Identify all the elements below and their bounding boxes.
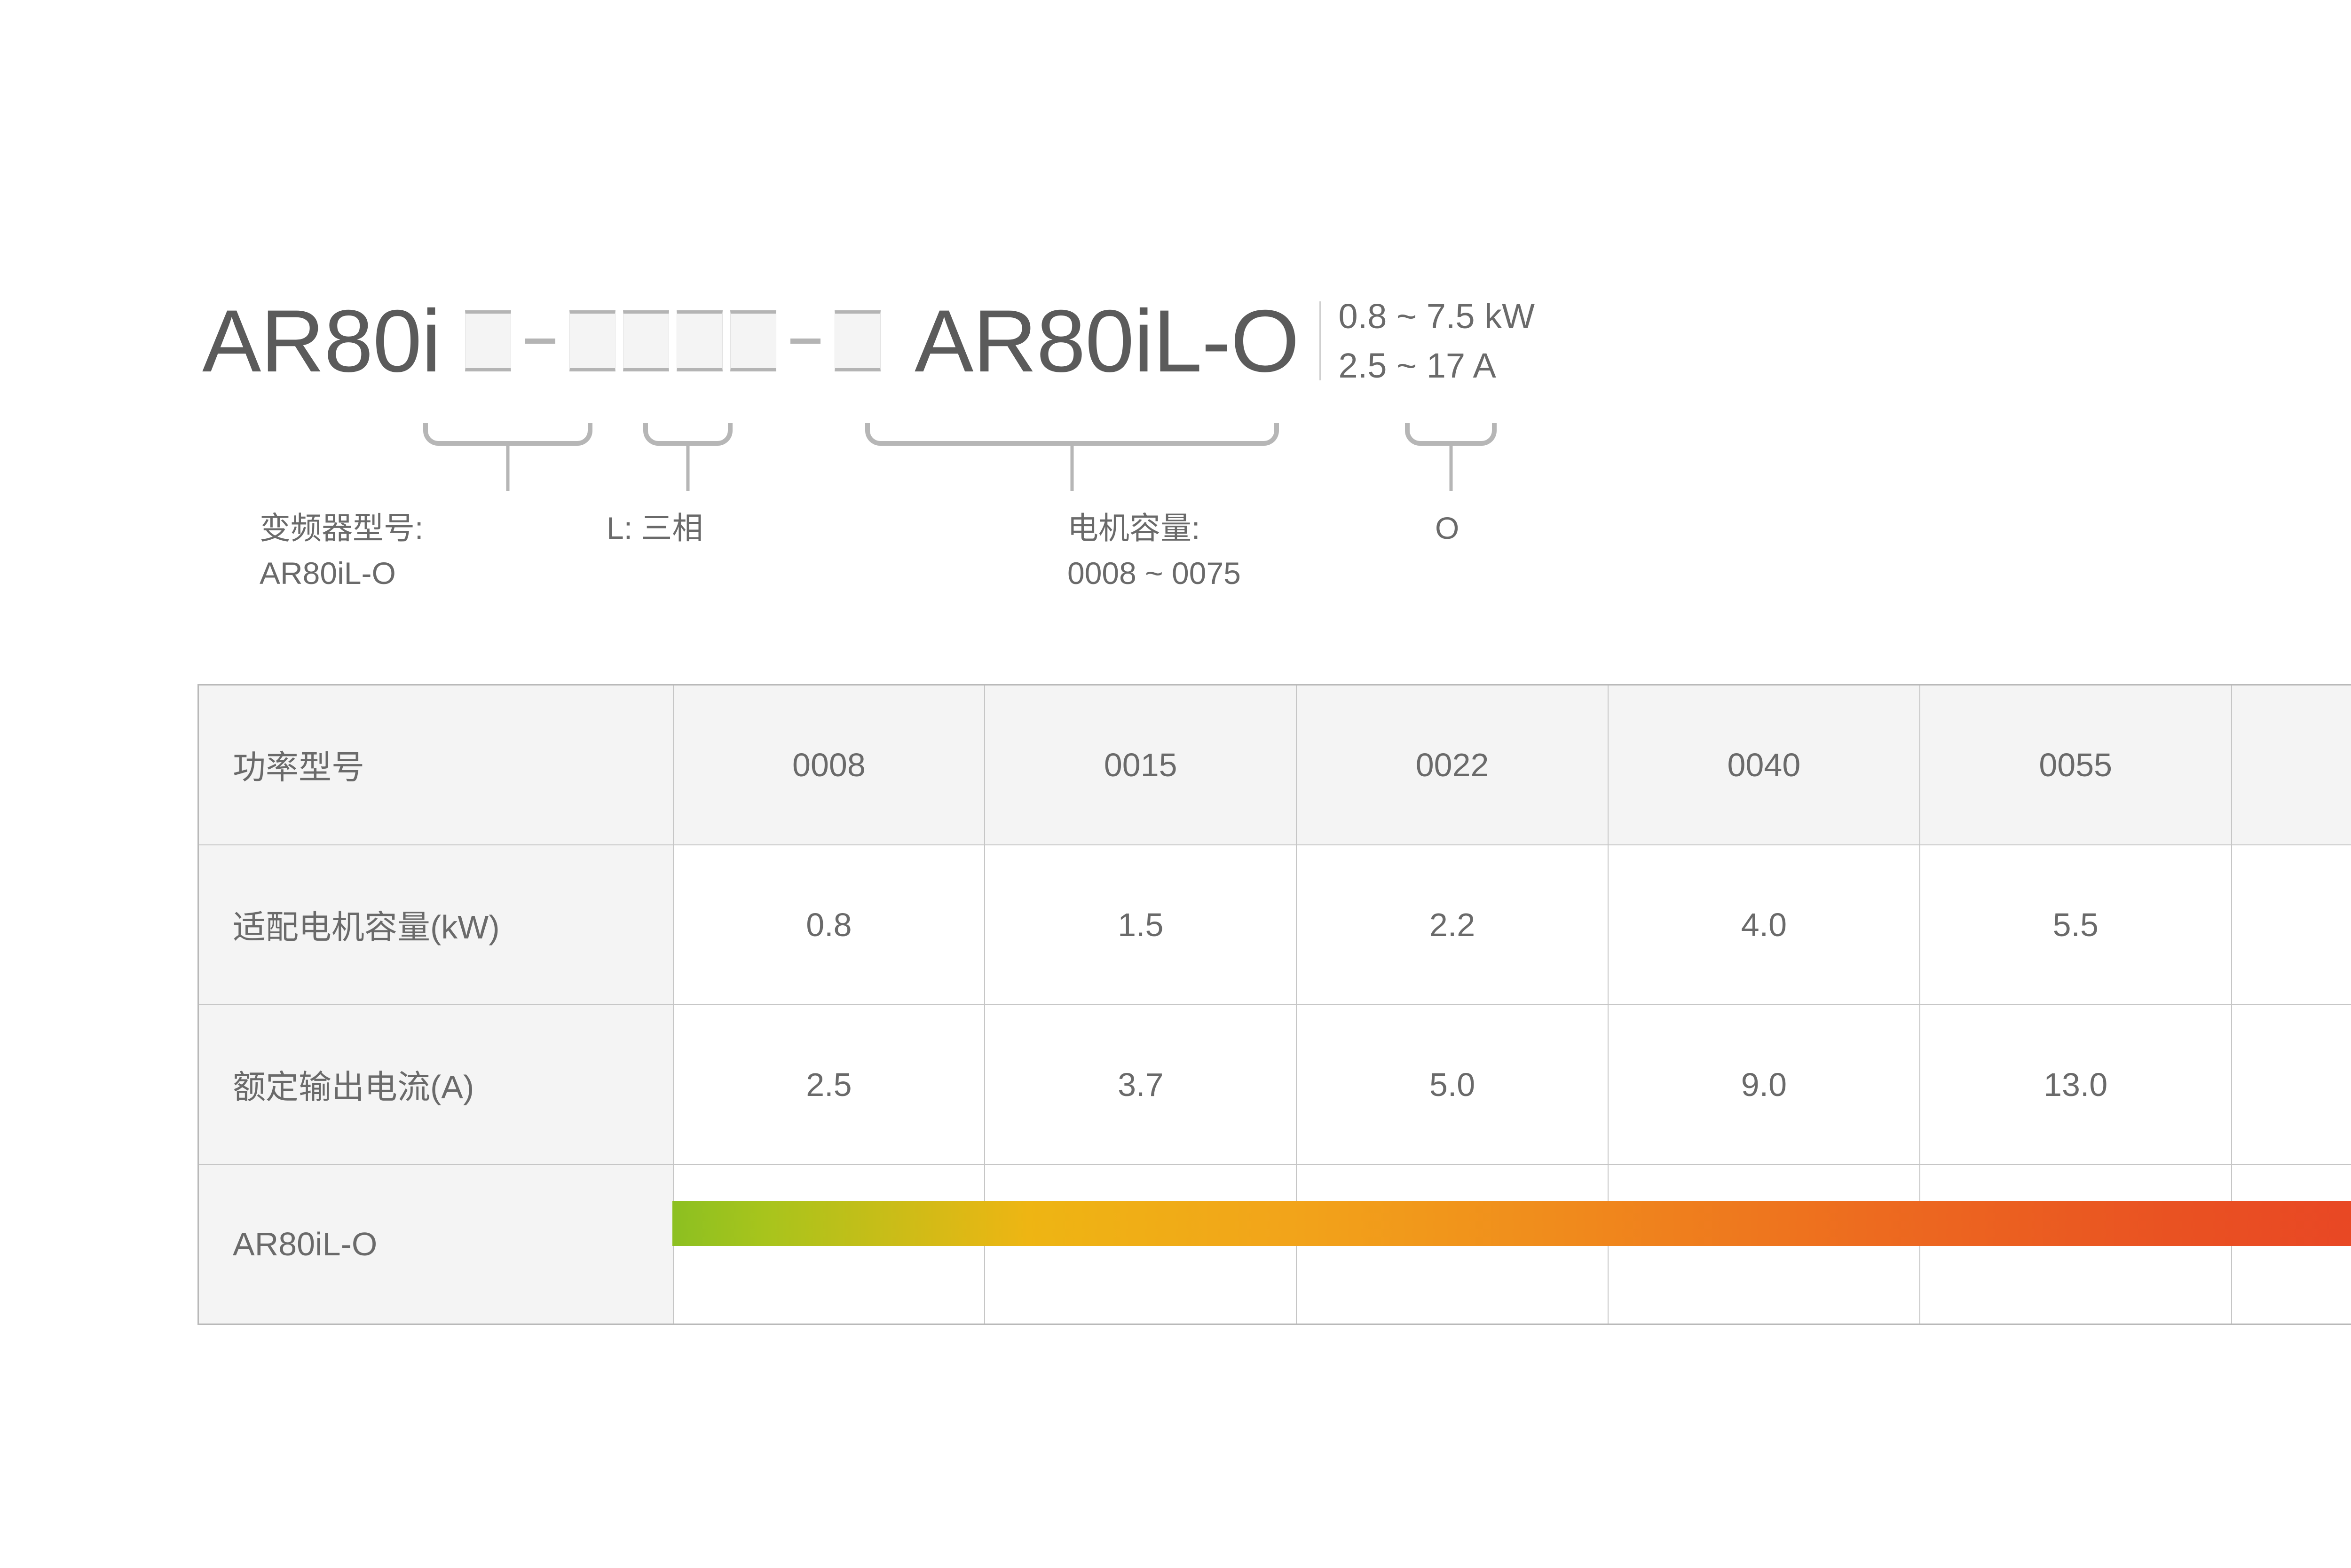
code-separator-dash-1: [525, 338, 556, 344]
code-box-3: [623, 310, 670, 371]
code-box-1: [465, 310, 512, 371]
spec-range-block: 0.8 ~ 7.5 kW 2.5 ~ 17 A: [1338, 292, 1534, 390]
power-range-text: 0.8 ~ 7.5 kW: [1338, 296, 1535, 336]
table-cell: 7.5: [2231, 844, 2351, 1005]
code-separator-dash-2: [790, 338, 821, 344]
header-model-cell: 0040: [1607, 684, 1920, 845]
annotation-suffix-o: O: [1435, 505, 1459, 551]
header-model-cell: 0015: [984, 684, 1297, 845]
table-cell: 1.5: [984, 844, 1297, 1005]
row-label-rated-current: 额定输出电流(A): [197, 1004, 674, 1165]
table-cell: 0.8: [672, 844, 986, 1005]
code-box-4: [677, 310, 723, 371]
bracket-phase: [643, 423, 733, 491]
bracket-stem: [1449, 445, 1452, 491]
bracket-stem: [506, 445, 510, 491]
table-cell: 2.5: [672, 1004, 986, 1165]
table-header-row: 功率型号 0008 0015 0022 0040 0055 0075: [197, 684, 2351, 845]
model-code-diagram: AR80i AR80iL-O 0.8 ~ 7.5 kW 2.5 ~ 17 A: [202, 263, 2351, 418]
code-box-5: [730, 310, 777, 371]
row-label-series-name: AR80iL-O: [197, 1164, 674, 1325]
header-label-cell: 功率型号: [197, 684, 674, 845]
annotation-suffix-o-line1: O: [1435, 511, 1460, 545]
bracket-curve-icon: [865, 423, 1279, 446]
header-model-cell: 0055: [1919, 684, 2232, 845]
annotation-model-type-line1: 变频器型号:: [260, 511, 424, 545]
header-model-cell: 0022: [1296, 684, 1609, 845]
code-box-6: [835, 310, 881, 371]
spec-divider-line: [1319, 301, 1322, 380]
table-cell: 13.0: [1919, 1004, 2232, 1165]
bracket-suffix-o: [1405, 423, 1497, 491]
header-model-cell: 0075: [2231, 684, 2351, 845]
bracket-stem: [1070, 445, 1074, 491]
table-cell: 5.0: [1296, 1004, 1609, 1165]
table-cell: 5.5: [1919, 844, 2232, 1005]
bracket-curve-icon: [423, 423, 592, 446]
bracket-stem: [686, 445, 690, 491]
table-row: 适配电机容量(kW) 0.8 1.5 2.2 4.0 5.5 7.5: [197, 844, 2351, 1005]
table-row: 额定输出电流(A) 2.5 3.7 5.0 9.0 13.0 17.0: [197, 1004, 2351, 1165]
specification-table: 功率型号 0008 0015 0022 0040 0055 0075 适配电机容…: [197, 684, 2351, 1325]
bracket-curve-icon: [643, 423, 733, 446]
bracket-motor-capacity: [865, 423, 1279, 491]
annotation-phase-line1: L: 三相: [607, 511, 703, 545]
annotation-motor-capacity-line2: 0008 ~ 0075: [1067, 556, 1241, 591]
model-code-boxes: [465, 310, 881, 371]
table-cell: 2.2: [1296, 844, 1609, 1005]
row-label-motor-capacity: 适配电机容量(kW): [197, 844, 674, 1005]
table-cell: 9.0: [1607, 1004, 1920, 1165]
table-cell: 17.0: [2231, 1004, 2351, 1165]
table-cell: 4.0: [1607, 844, 1920, 1005]
header-model-cell: 0008: [672, 684, 986, 845]
model-prefix-text: AR80i: [202, 292, 441, 390]
model-full-name: AR80iL-O: [915, 292, 1299, 390]
current-range-text: 2.5 ~ 17 A: [1338, 346, 1496, 385]
annotation-phase: L: 三相: [607, 505, 703, 551]
series-range-gradient-bar: [672, 1201, 2351, 1246]
annotation-model-type-line2: AR80iL-O: [260, 556, 396, 591]
annotation-motor-capacity: 电机容量: 0008 ~ 0075: [1067, 505, 1241, 596]
table-cell: 3.7: [984, 1004, 1297, 1165]
bracket-model-prefix: [423, 423, 592, 491]
annotation-motor-capacity-line1: 电机容量:: [1067, 511, 1200, 545]
code-box-2: [569, 310, 616, 371]
bracket-curve-icon: [1405, 423, 1497, 446]
annotation-model-type: 变频器型号: AR80iL-O: [260, 505, 423, 596]
